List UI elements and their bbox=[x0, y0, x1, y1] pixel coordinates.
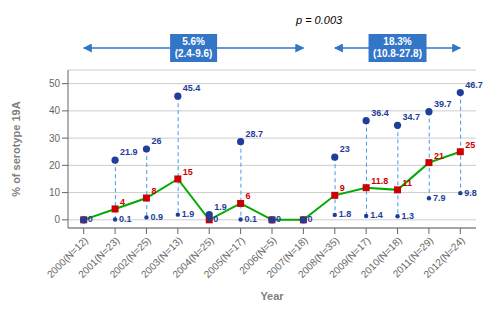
svg-text:50: 50 bbox=[49, 78, 61, 89]
svg-text:2004(N=25): 2004(N=25) bbox=[170, 234, 216, 280]
svg-text:Year: Year bbox=[260, 290, 284, 302]
svg-text:36.4: 36.4 bbox=[371, 108, 389, 118]
svg-text:21.9: 21.9 bbox=[120, 147, 138, 157]
svg-text:30: 30 bbox=[49, 133, 61, 144]
svg-text:2010(N=18): 2010(N=18) bbox=[358, 234, 404, 280]
svg-text:9: 9 bbox=[340, 183, 345, 193]
svg-text:% of serotype 19A: % of serotype 19A bbox=[10, 101, 22, 196]
svg-text:20: 20 bbox=[49, 160, 61, 171]
svg-text:0: 0 bbox=[307, 214, 312, 224]
svg-text:2009(N=17): 2009(N=17) bbox=[327, 234, 373, 280]
html-text:p = 0.003: p = 0.003 bbox=[296, 14, 343, 26]
svg-text:2000(N=12): 2000(N=12) bbox=[44, 234, 91, 280]
svg-text:40: 40 bbox=[49, 105, 61, 116]
svg-text:28.7: 28.7 bbox=[246, 129, 264, 139]
svg-text:34.7: 34.7 bbox=[403, 112, 421, 122]
svg-text:2008(N=35): 2008(N=35) bbox=[295, 234, 342, 280]
svg-text:2011(N=29): 2011(N=29) bbox=[390, 234, 436, 280]
svg-text:46.7: 46.7 bbox=[465, 80, 483, 90]
svg-text:2003(N=13): 2003(N=13) bbox=[139, 234, 185, 280]
svg-text:2006(N=5): 2006(N=5) bbox=[237, 234, 279, 276]
svg-text:1.3: 1.3 bbox=[402, 211, 415, 221]
svg-text:2007(N=18): 2007(N=18) bbox=[264, 234, 310, 280]
html-text:5.6% (2.4-9.6): 5.6% (2.4-9.6) bbox=[174, 36, 213, 59]
svg-text:6: 6 bbox=[246, 191, 251, 201]
svg-text:11: 11 bbox=[403, 178, 413, 188]
svg-text:1.9: 1.9 bbox=[214, 202, 227, 212]
svg-text:45.4: 45.4 bbox=[183, 83, 201, 93]
svg-text:21: 21 bbox=[434, 151, 444, 161]
svg-text:9.8: 9.8 bbox=[464, 188, 477, 198]
svg-text:1.4: 1.4 bbox=[370, 210, 383, 220]
svg-text:1.9: 1.9 bbox=[182, 209, 195, 219]
svg-text:0: 0 bbox=[276, 214, 281, 224]
svg-text:7.9: 7.9 bbox=[433, 193, 446, 203]
svg-text:0.9: 0.9 bbox=[150, 212, 163, 222]
svg-text:2005(N=17): 2005(N=17) bbox=[202, 235, 247, 280]
svg-text:15: 15 bbox=[183, 167, 193, 177]
svg-text:23: 23 bbox=[340, 144, 350, 154]
svg-text:25: 25 bbox=[465, 140, 475, 150]
svg-text:0: 0 bbox=[213, 214, 218, 224]
svg-text:11.8: 11.8 bbox=[371, 176, 388, 186]
svg-text:2012(N=24): 2012(N=24) bbox=[421, 235, 466, 280]
svg-text:8: 8 bbox=[151, 186, 156, 196]
svg-text:0: 0 bbox=[88, 214, 93, 224]
svg-text:10: 10 bbox=[49, 187, 61, 198]
svg-text:0: 0 bbox=[54, 214, 60, 225]
svg-text:0.1: 0.1 bbox=[119, 214, 132, 224]
svg-text:1.8: 1.8 bbox=[339, 209, 352, 219]
svg-text:2001(N=23): 2001(N=23) bbox=[76, 234, 122, 280]
svg-text:39.7: 39.7 bbox=[434, 99, 452, 109]
html-text:18.3% (10.8-27.8): 18.3% (10.8-27.8) bbox=[373, 36, 422, 59]
svg-text:26: 26 bbox=[151, 136, 161, 146]
svg-text:0.1: 0.1 bbox=[245, 214, 258, 224]
svg-text:4: 4 bbox=[120, 197, 125, 207]
svg-text:2002(N=25): 2002(N=25) bbox=[107, 234, 153, 280]
